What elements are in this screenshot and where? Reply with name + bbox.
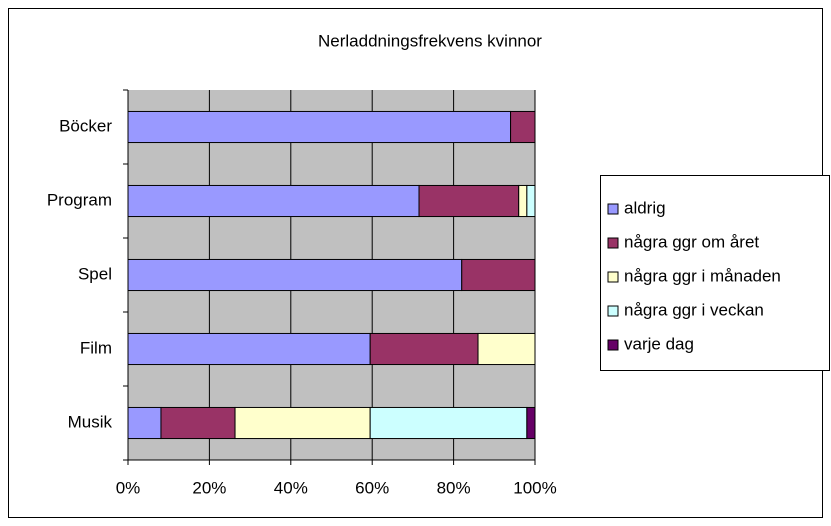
y-tick-label: Böcker: [59, 116, 112, 135]
y-tick-label: Spel: [78, 264, 112, 283]
legend-swatch: [607, 339, 619, 351]
legend-swatch: [607, 271, 619, 283]
y-tick-label: Musik: [68, 412, 113, 431]
legend-swatch: [607, 203, 619, 215]
bar-segment: [369, 332, 479, 366]
bar-segment: [234, 406, 371, 440]
bar-segment: [127, 184, 420, 218]
bar-segment: [526, 406, 536, 440]
legend-box: [600, 175, 830, 371]
bar-segment: [418, 184, 520, 218]
bar-segment: [127, 406, 162, 440]
bar-segment: [127, 332, 371, 366]
legend-label: aldrig: [624, 198, 666, 217]
bar-segment: [127, 110, 512, 144]
chart-title: Nerladdningsfrekvens kvinnor: [318, 31, 542, 50]
legend-label: varje dag: [624, 334, 694, 353]
bar-segment: [510, 110, 536, 144]
legend-label: några ggr om året: [624, 232, 759, 251]
legend-swatch: [607, 237, 619, 249]
bar-segment: [526, 184, 536, 218]
x-tick-label: 80%: [437, 478, 471, 497]
legend-label: några ggr i veckan: [624, 300, 764, 319]
x-tick-label: 20%: [192, 478, 226, 497]
bar-segment: [160, 406, 236, 440]
x-tick-label: 100%: [513, 478, 556, 497]
legend-label: några ggr i månaden: [624, 266, 781, 285]
y-tick-label: Program: [47, 190, 112, 209]
bar-segment: [369, 406, 528, 440]
y-tick-label: Film: [80, 338, 112, 357]
x-tick-label: 0%: [116, 478, 141, 497]
x-tick-label: 40%: [274, 478, 308, 497]
bar-segment: [461, 258, 536, 292]
x-tick-label: 60%: [355, 478, 389, 497]
bar-segment: [518, 184, 528, 218]
legend-swatch: [607, 305, 619, 317]
bar-segment: [127, 258, 463, 292]
bar-segment: [477, 332, 536, 366]
